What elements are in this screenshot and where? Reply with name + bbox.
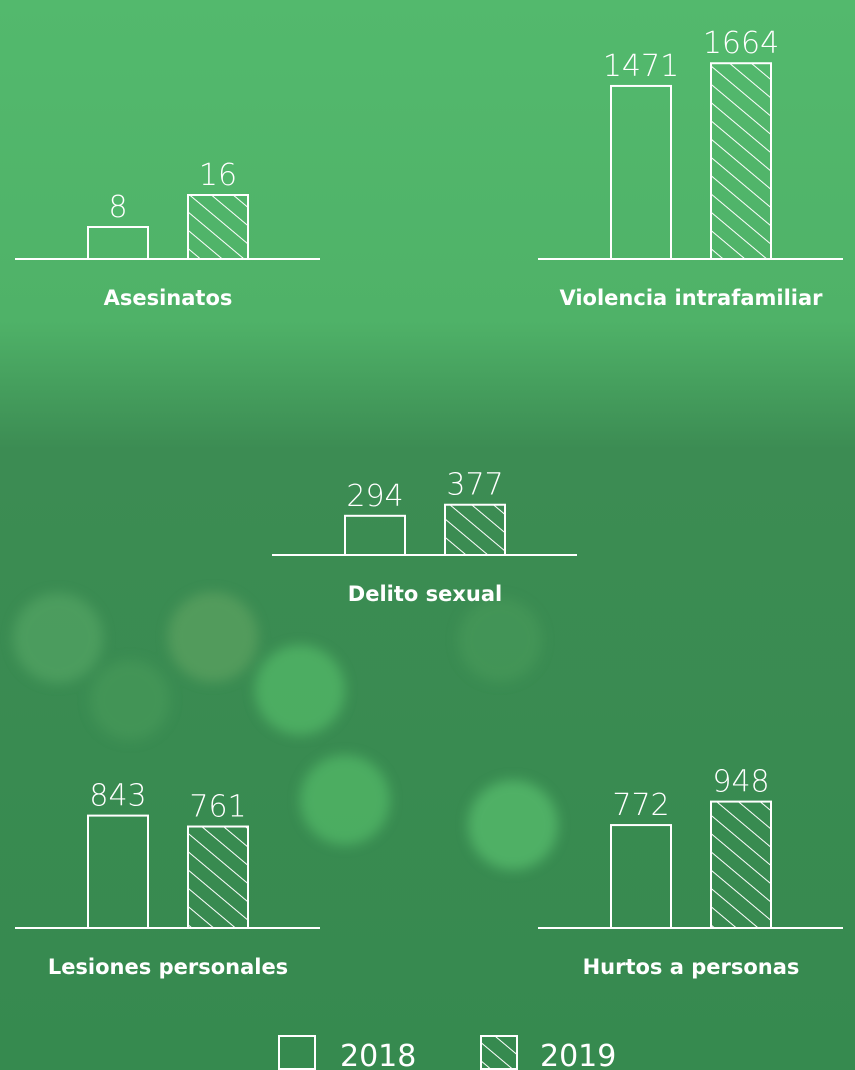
- value-label: 761: [189, 790, 246, 825]
- bar: [710, 62, 772, 261]
- bar: [710, 800, 772, 929]
- value-label: 948: [712, 765, 769, 800]
- chart-title: Violencia intrafamiliar: [559, 286, 823, 310]
- value-label: 8: [108, 190, 127, 225]
- value-label: 843: [89, 779, 146, 814]
- chart-title: Hurtos a personas: [583, 955, 800, 979]
- chart-title: Asesinatos: [104, 286, 233, 310]
- bokeh: [13, 592, 558, 870]
- legend-label: 2018: [340, 1039, 416, 1070]
- value-label: 294: [346, 479, 403, 514]
- chart-title: Lesiones personales: [48, 955, 288, 979]
- legend-label: 2019: [540, 1039, 616, 1070]
- legend-swatch-2019: [480, 1035, 518, 1070]
- value-label: 16: [199, 158, 237, 193]
- bar: [187, 194, 249, 260]
- value-label: 377: [446, 468, 503, 503]
- legend: 2018 2019: [278, 1035, 616, 1070]
- value-label: 772: [612, 788, 669, 823]
- legend-swatch-2018: [278, 1035, 316, 1070]
- bar: [444, 503, 506, 557]
- bar: [187, 825, 249, 929]
- value-label: 1664: [703, 26, 779, 61]
- value-label: 1471: [603, 49, 679, 84]
- chart-title: Delito sexual: [348, 582, 502, 606]
